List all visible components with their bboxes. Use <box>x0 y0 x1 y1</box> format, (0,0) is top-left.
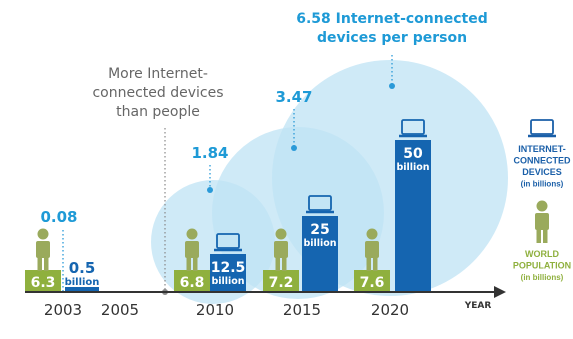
ratio-label-2015: 3.47 <box>275 88 312 106</box>
ratio-label-2010: 1.84 <box>191 144 228 162</box>
bars <box>25 118 431 292</box>
ratio-leaders <box>62 55 395 295</box>
x-tick-label-2020: 2020 <box>371 301 409 319</box>
population-value-2010: 6.8 <box>180 275 205 291</box>
devices-bar-2020 <box>395 140 431 292</box>
legend-devices-line-2: CONNECTED <box>513 156 571 166</box>
ratio-label-2003: 0.08 <box>40 208 77 226</box>
devices-value-2020: 50 <box>403 146 423 162</box>
population-value-2020: 7.6 <box>360 275 385 291</box>
legend-population-line-1: WORLD <box>525 249 559 259</box>
x-axis: 2003 2005 2010 2015 2020 YEAR <box>25 286 506 319</box>
population-bar-2015 <box>263 270 299 292</box>
devices-unit-2010: billion <box>211 276 244 287</box>
population-bar-2020 <box>354 270 390 292</box>
population-value-2003: 6.3 <box>31 275 56 291</box>
legend-laptop-icon <box>526 118 558 138</box>
legend-person-icon <box>535 200 549 243</box>
person-icon <box>36 228 50 271</box>
legend-devices-line-4: (in billions) <box>521 180 564 189</box>
devices-bar-2015 <box>302 216 338 292</box>
devices-unit-2020: billion <box>396 162 429 173</box>
annotation-text-line-1: More Internet- <box>108 66 208 82</box>
x-tick-label-2010: 2010 <box>196 301 234 319</box>
x-tick-label-2003: 2003 <box>44 301 82 319</box>
ratio-dot-2015 <box>291 145 297 151</box>
devices-unit-2003: billion <box>65 277 100 288</box>
devices-bar-2010 <box>210 254 246 292</box>
population-value-2015: 7.2 <box>269 275 294 291</box>
ratio-dot-2010 <box>207 187 213 193</box>
x-tick-label-2005: 2005 <box>101 301 139 319</box>
annotation-text-line-3: than people <box>116 104 200 120</box>
annotation-text-line-2: connected devices <box>92 85 223 101</box>
labels: 0.08 1.84 3.47 6.58 Internet-connected devic… <box>31 11 488 291</box>
devices-unit-2015: billion <box>303 238 336 249</box>
legend-population-line-3: (in billions) <box>521 273 564 282</box>
population-bar-2010 <box>174 270 210 292</box>
legend-devices-line-1: INTERNET- <box>518 144 566 154</box>
x-axis-title: YEAR <box>464 301 492 311</box>
ratio-dot-2020 <box>389 83 395 89</box>
devices-value-2015: 25 <box>310 222 329 238</box>
legend-population-line-2: POPULATION <box>513 261 571 271</box>
devices-value-2003: 0.5 <box>69 259 96 277</box>
x-tick-label-2015: 2015 <box>283 301 321 319</box>
ratio-label-2020: 6.58 Internet-connected <box>296 11 488 27</box>
population-bar-2003 <box>25 270 61 292</box>
ratio-label-2020-line2: devices per person <box>317 30 467 46</box>
devices-value-2010: 12.5 <box>211 260 246 276</box>
legend-devices-line-3: DEVICES <box>522 167 562 177</box>
devices-bar-2003 <box>65 287 99 292</box>
x-axis-arrow <box>494 286 506 298</box>
